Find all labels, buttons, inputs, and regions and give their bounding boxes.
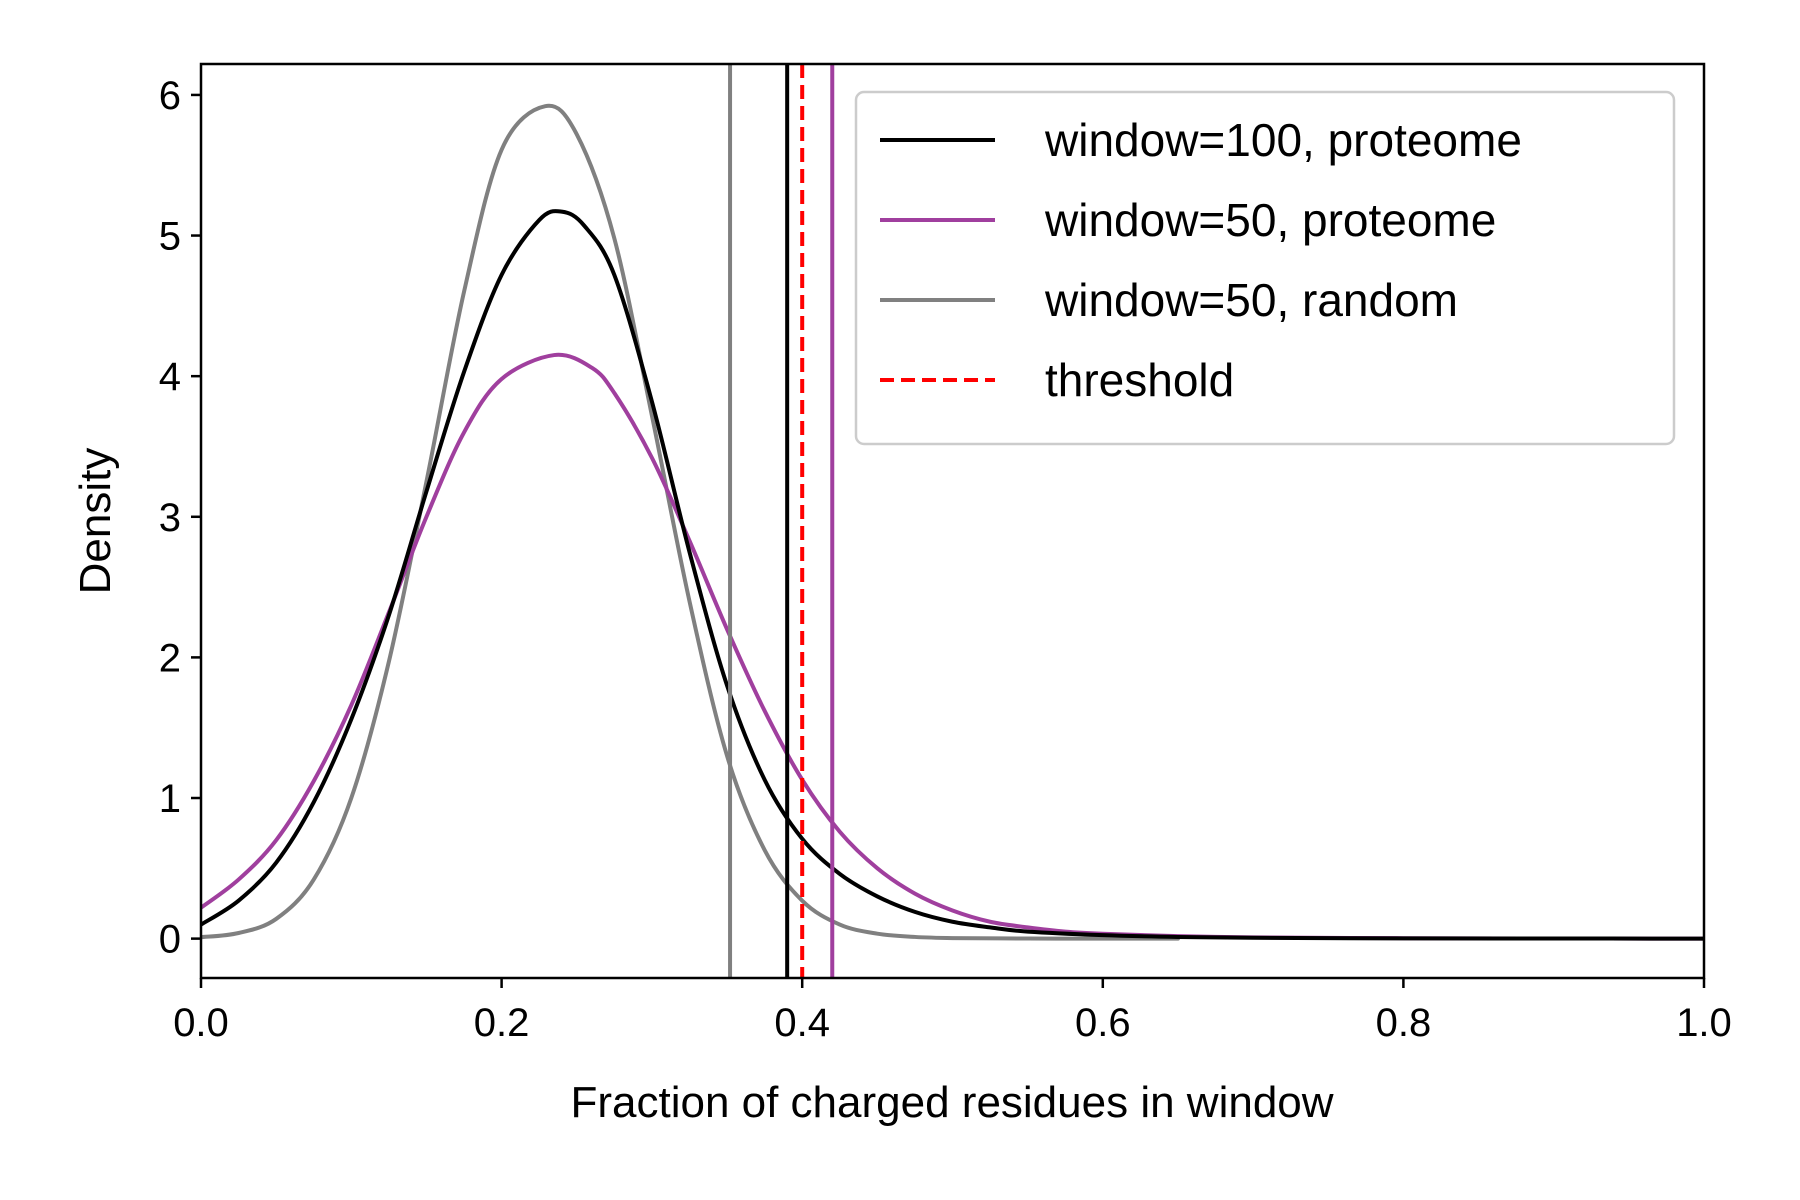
legend-label-window-100-proteome: window=100, proteome [1044, 114, 1522, 166]
y-tick-label: 2 [159, 636, 181, 680]
y-axis-label: Density [71, 448, 120, 595]
vertical-line-layer [728, 64, 835, 978]
legend-label-window-50-random: window=50, random [1044, 274, 1458, 326]
y-tick-label: 5 [159, 215, 181, 259]
y-tick-label: 4 [159, 355, 181, 399]
x-tick-label: 1.0 [1676, 1001, 1732, 1045]
x-axis-label: Fraction of charged residues in window [570, 1078, 1333, 1127]
legend-box [854, 90, 1676, 446]
legend-label-window-50-proteome: window=50, proteome [1044, 194, 1496, 246]
y-tick-label: 0 [159, 918, 181, 962]
y-tick-label: 3 [159, 496, 181, 540]
y-tick-label: 6 [159, 74, 181, 118]
legend-label-threshold: threshold [1045, 354, 1234, 406]
series-line-window-50-random [201, 103, 1180, 941]
x-tick-label: 0.4 [774, 1001, 830, 1045]
x-axis-ticks: 0.0 0.2 0.4 0.6 0.8 1.0 [173, 978, 1732, 1045]
series-line-window-100-proteome [201, 209, 1704, 941]
legend-entries: window=100, proteome window=50, proteome w… [880, 114, 1522, 406]
y-axis-ticks: 0 1 2 3 4 5 6 [159, 74, 201, 962]
legend: window=100, proteome window=50, proteome w… [854, 90, 1676, 446]
x-tick-label: 0.0 [173, 1001, 229, 1045]
series-layer [201, 103, 1704, 941]
y-tick-label: 1 [159, 777, 181, 821]
x-tick-label: 0.6 [1075, 1001, 1131, 1045]
x-tick-label: 0.2 [474, 1001, 530, 1045]
plot-frame [199, 62, 1706, 980]
x-tick-label: 0.8 [1376, 1001, 1432, 1045]
